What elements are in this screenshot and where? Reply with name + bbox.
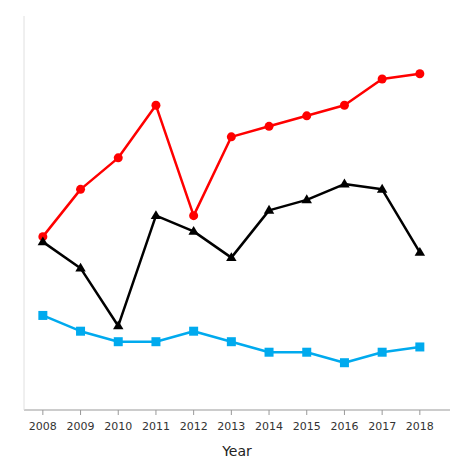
x-tick [42, 410, 43, 415]
x-tick-label: 2016 [330, 420, 358, 433]
y-axis-line [24, 16, 25, 410]
plot-area [38, 69, 425, 367]
marker [377, 184, 387, 193]
x-tick-label: 2018 [406, 420, 434, 433]
marker [189, 327, 198, 336]
x-axis-line [24, 410, 450, 411]
x-tick [193, 410, 194, 415]
x-axis-label: Year [221, 443, 252, 459]
marker [75, 263, 85, 272]
marker [302, 111, 311, 120]
marker [415, 247, 425, 256]
marker [227, 132, 236, 141]
x-tick [80, 410, 81, 415]
marker [265, 122, 274, 131]
x-tick-label: 2017 [368, 420, 396, 433]
marker [76, 185, 85, 194]
x-tick-label: 2015 [293, 420, 321, 433]
series-line [43, 184, 420, 326]
marker [38, 236, 48, 245]
x-tick [269, 410, 270, 415]
x-tick-label: 2012 [180, 420, 208, 433]
x-tick-label: 2014 [255, 420, 283, 433]
marker [151, 337, 160, 346]
marker [339, 179, 349, 188]
marker [415, 342, 424, 351]
marker [114, 153, 123, 162]
x-tick [231, 410, 232, 415]
series [38, 179, 425, 330]
x-tick-label: 2013 [217, 420, 245, 433]
marker [188, 226, 198, 235]
marker [378, 348, 387, 357]
x-tick [382, 410, 383, 415]
marker [38, 311, 47, 320]
marker [302, 348, 311, 357]
x-tick [344, 410, 345, 415]
x-tick [306, 410, 307, 415]
series-line [43, 315, 420, 362]
series-line [43, 74, 420, 237]
chart: 2008 2009 2010 2011 2012 2013 2014 2015 2016 2017… [0, 0, 474, 474]
marker [151, 101, 160, 110]
series [38, 311, 424, 367]
x-tick-label: 2011 [142, 420, 170, 433]
marker [378, 75, 387, 84]
marker [114, 337, 123, 346]
x-tick-label: 2009 [67, 420, 95, 433]
marker [302, 194, 312, 203]
marker [76, 327, 85, 336]
series [38, 69, 424, 241]
marker [151, 210, 161, 219]
marker [265, 348, 274, 357]
x-tick [419, 410, 420, 415]
x-tick [155, 410, 156, 415]
x-tick-label: 2008 [29, 420, 57, 433]
marker [415, 69, 424, 78]
marker [189, 211, 198, 220]
marker [340, 358, 349, 367]
x-tick-label: 2010 [104, 420, 132, 433]
marker [113, 320, 123, 329]
x-tick [118, 410, 119, 415]
marker [264, 205, 274, 214]
marker [226, 252, 236, 261]
marker [227, 337, 236, 346]
marker [340, 101, 349, 110]
